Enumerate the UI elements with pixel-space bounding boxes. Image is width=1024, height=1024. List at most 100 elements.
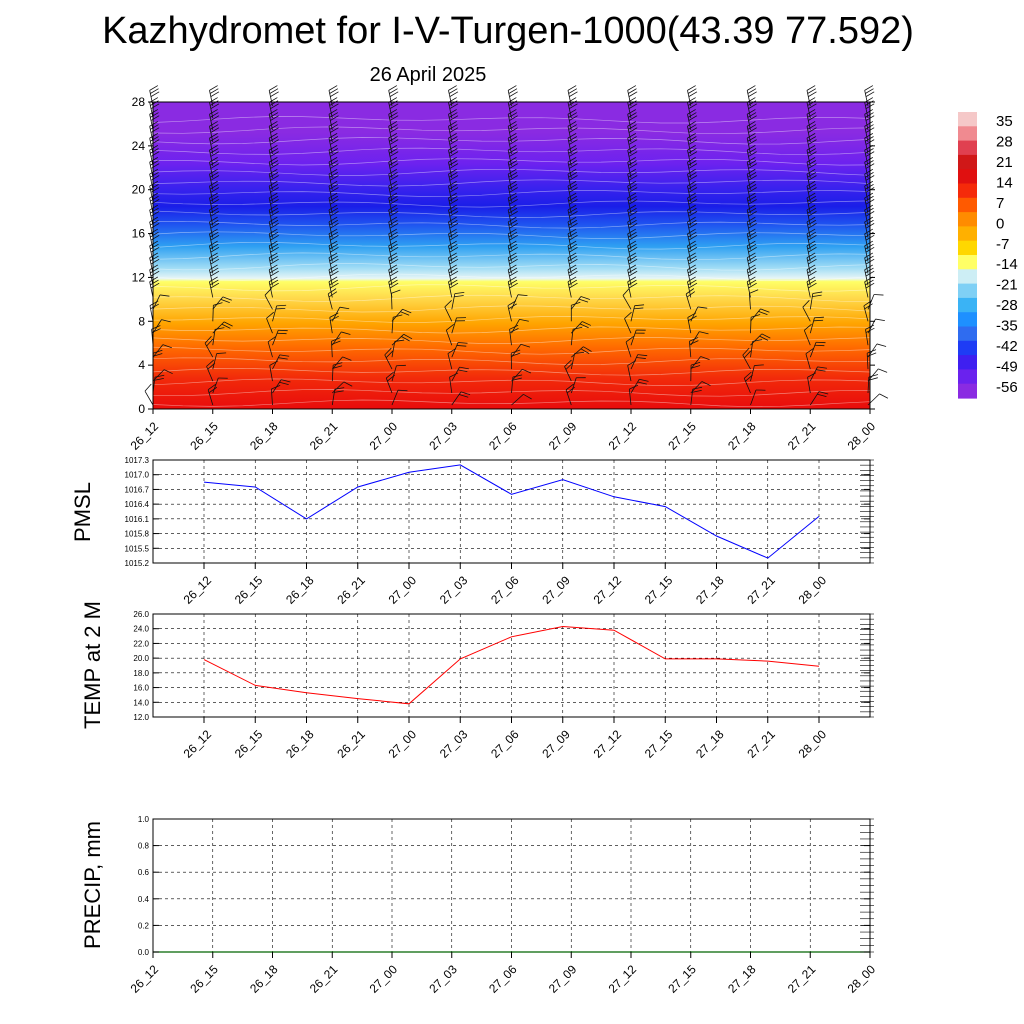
wind-barb [448,228,459,250]
wind-barb [268,216,279,238]
wind-barb [149,144,160,166]
wind-barb [864,228,875,250]
wind-barb [507,216,518,238]
wind-barb [809,341,826,358]
wind-barb [448,240,459,262]
wind-barb [152,344,172,358]
colorbar-swatch [958,112,977,127]
precip-grid [153,819,870,952]
wind-barb [746,144,757,166]
wind-barb [567,204,578,226]
wind-barb [687,276,698,298]
wind-barb [268,144,279,166]
x-tick-label: 27_12 [591,573,625,607]
wind-barb [748,289,759,310]
colorbar-label: 14 [996,174,1013,191]
wind-barb [149,192,160,214]
wind-barb [149,121,160,142]
wind-barb [328,180,339,202]
wind-barb [746,240,757,262]
wind-barb [329,312,339,334]
colorbar-label: 35 [996,113,1013,130]
wind-barb [448,216,459,238]
wind-barb [864,85,875,107]
x-tick-label: 28_00 [796,573,830,607]
colorbar-swatch [958,212,977,227]
wind-barb [149,276,160,298]
wind-barb [567,132,578,154]
wind-barb [630,354,648,370]
wind-barb [451,317,466,334]
wind-barb [507,121,518,142]
wind-barb [628,384,639,406]
wind-barb [627,264,638,286]
colorbar: 35 28 21 14 7 0 -7 -14 -21 -28 -35 -42 -49 -56 [958,112,1018,399]
wind-barb [149,216,160,238]
wind-barb [689,337,699,358]
wind-barb [391,389,408,406]
wind-barb [388,252,399,274]
x-tick-label: 27_15 [665,419,699,453]
wind-barb [268,276,279,298]
y-tick-label: 1016.7 [125,485,150,494]
x-tick-label: 27_06 [486,962,520,996]
wind-barb [328,216,339,238]
wind-barb [687,85,698,107]
x-tick-label: 26_18 [283,727,317,761]
wind-barb [149,109,160,130]
x-tick-label: 26_15 [187,419,221,453]
x-tick-label: 26_15 [232,727,266,761]
wind-barb [627,180,638,202]
x-tick-label: 27_03 [437,727,471,761]
wind-barb [627,252,638,274]
cross-section-y-axis: 0 4 8 12 16 20 24 28 [132,95,875,416]
wind-barb [750,333,771,346]
colorbar-label: -7 [996,236,1009,253]
x-tick-label: 26_18 [247,419,281,453]
wind-barb [570,377,586,394]
temp-ylabel: TEMP at 2 M [80,601,105,729]
x-tick-label: 26_21 [334,573,368,607]
wind-barb [388,276,399,298]
x-tick-label: 26_12 [128,962,162,996]
wind-barb [511,318,529,334]
wind-barb [687,252,698,274]
wind-barb [750,314,761,334]
y-tick-label: 1016.4 [125,500,150,509]
wind-barb [448,109,459,130]
colorbar-swatch [958,226,977,242]
wind-barb [687,192,698,214]
wind-barb [388,156,399,178]
wind-barb [328,252,339,274]
wind-barb [507,240,518,262]
wind-barb [806,109,817,130]
wind-barb [209,132,220,154]
y-tick-label: 26.0 [133,610,149,619]
wind-barb [388,228,399,250]
pmsl-y-axis: 1017.3 1017.0 1016.7 1016.4 1016.1 1015.8 1015… [125,456,874,568]
colorbar-swatch [958,126,977,142]
wind-barb [388,264,399,286]
wind-barb [690,331,709,346]
isoline [152,168,871,176]
wind-barb [209,180,220,202]
x-tick-label: 27_18 [725,962,759,996]
wind-barb [746,216,757,238]
wind-barb [328,121,339,142]
wind-barb [449,372,459,394]
wind-barb [687,264,698,286]
wind-barb [571,346,592,358]
wind-barb [630,378,649,394]
y-tick-label: 0.4 [138,895,150,904]
wind-barb [687,168,698,190]
wind-barb [746,252,757,274]
wind-barb [687,156,698,178]
y-tick-label: 1016.1 [125,515,150,524]
wind-barb [627,109,638,130]
wind-barb [209,168,220,190]
wind-barb [149,168,160,190]
wind-barb [388,192,399,214]
wind-barb [690,306,708,322]
x-tick-label: 27_15 [665,962,699,996]
wind-barb [746,156,757,178]
